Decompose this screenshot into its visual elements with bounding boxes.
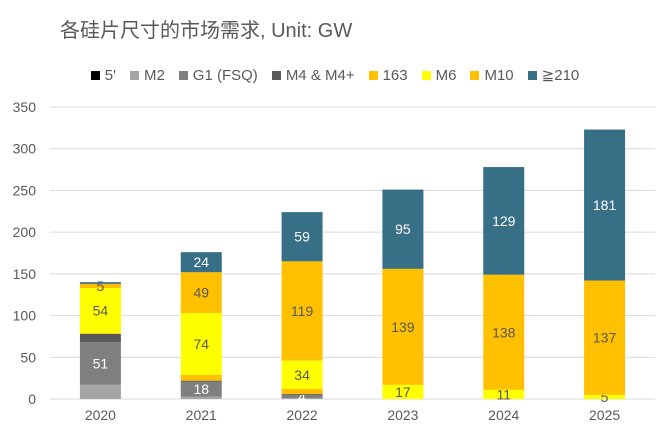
bar-segment [584,394,626,399]
bar-segment [281,394,323,399]
y-tick-label: 300 [13,141,37,157]
data-label: 5 [97,278,105,294]
legend-label: 163 [382,66,408,84]
x-tick-label: 2020 [85,407,116,423]
x-tick-label: 2021 [186,407,217,423]
data-label: 138 [492,324,516,340]
y-tick-label: 200 [13,224,37,240]
bar-segment [180,272,222,314]
y-tick-label: 150 [13,266,37,282]
bar-segment [180,381,222,397]
x-tick-label: 2022 [287,407,318,423]
bar-segment [584,280,626,395]
legend-label: G1 (FSQ) [192,66,258,84]
legend-swatch [368,70,378,80]
data-label: 49 [193,285,209,301]
bar-segment [79,282,121,284]
legend-swatch [421,70,431,80]
data-label: 181 [593,197,617,213]
data-label: 137 [593,330,617,346]
bar-segment [79,283,121,289]
legend-item: 163 [368,66,408,84]
bar-segment [180,313,222,375]
legend-item: M6 [421,66,457,84]
legend-swatch [470,70,480,80]
legend-swatch [178,70,188,80]
data-label: 54 [93,303,109,319]
data-label: 139 [391,319,415,335]
bar-segment [180,252,222,273]
chart-title: 各硅片尺寸的市场需求, Unit: GW [60,20,353,42]
x-tick-label: 2024 [488,407,519,423]
x-tick-label: 2023 [387,407,418,423]
bar-segment [79,288,121,334]
data-label: 119 [291,303,314,319]
bar-segment [79,333,121,334]
y-tick-label: 0 [28,391,36,407]
legend-label: M6 [435,66,457,84]
bar-segment [180,380,222,382]
legend-swatch [129,70,139,80]
legend-item: M10 [470,66,514,84]
x-tick-label: 2025 [589,407,620,423]
bar-segment [382,384,424,399]
legend-label: 5' [104,66,116,84]
bar-segment [281,212,323,262]
y-tick-label: 350 [13,99,37,115]
y-tick-label: 100 [13,308,37,324]
bar-segment [79,384,121,399]
data-label: 34 [294,367,310,383]
legend-item: ≧210 [527,66,580,84]
legend-item: M2 [129,66,165,84]
data-label: 24 [193,254,209,270]
bar-segment [79,333,121,343]
legend: 5' M2 G1 (FSQ) M4 & M4+ 163 M6 M10 ≧210 [0,66,670,84]
bar-segment [382,189,424,269]
data-label: 18 [193,381,209,397]
bar-segment [483,389,525,399]
bar-segment [281,393,323,395]
legend-item: M4 & M4+ [271,66,355,84]
bar-segment [180,374,222,381]
bar-segment [483,167,525,275]
legend-label: M4 & M4+ [285,66,355,84]
legend-item: G1 (FSQ) [178,66,258,84]
bar-segment [281,360,323,389]
data-label: 4 [298,388,306,404]
bar-segment [281,398,323,399]
legend-item: 5' [90,66,116,84]
data-label: 74 [193,336,209,352]
bar-segment [281,388,323,394]
bar-segment [281,261,323,361]
data-label: 129 [492,213,516,229]
bar-segment [584,129,626,281]
data-label: 95 [395,221,411,237]
legend-label: M2 [143,66,165,84]
data-label: 5 [601,389,609,405]
data-label: 59 [294,229,310,245]
y-tick-label: 50 [20,349,36,365]
legend-label: ≧210 [541,67,580,84]
legend-label: M10 [484,66,514,84]
bar-segment [180,396,222,399]
data-label: 51 [93,356,109,372]
y-tick-label: 250 [13,182,37,198]
legend-swatch [527,70,537,80]
legend-swatch [90,70,100,80]
bar-segment [483,274,525,390]
legend-swatch [271,70,281,80]
bar-segment [382,268,424,385]
data-label: 17 [395,384,411,400]
bar-segment [79,342,121,385]
data-label: 11 [496,386,511,402]
